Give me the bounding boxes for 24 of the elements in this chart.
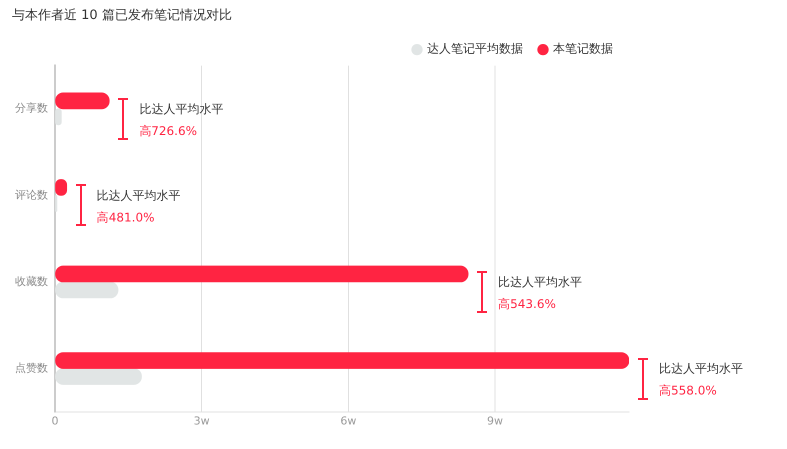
annotation: 比达人平均水平 [139,102,224,116]
bar [55,352,629,369]
bar [55,92,110,110]
chart-title: 与本作者近 10 篇已发布笔记情况对比 [12,8,232,24]
y-tick-label: 点赞数 [15,361,48,374]
bar [55,282,118,298]
bar [55,368,142,385]
y-tick-label: 收藏数 [15,274,48,288]
legend-label: 达人笔记平均数据 [427,42,523,56]
x-tick-label: 0 [52,414,58,428]
legend-label: 本笔记数据 [553,42,613,56]
annotation: 比达人平均水平 [96,188,181,203]
annotation: 比达人平均水平 [498,275,582,290]
x-tick-label: 9w [487,414,504,428]
y-tick-label: 分享数 [15,102,48,115]
y-tick-label: 评论数 [15,188,48,202]
annotation: 高481.0% [96,210,154,225]
annotation: 高558.0% [659,384,717,398]
annotation: 高726.6% [139,124,198,138]
bar [55,266,468,282]
annotation: 高543.6% [498,297,556,312]
x-tick-label: 3w [194,414,210,428]
annotation: 比达人平均水平 [659,362,743,376]
x-tick-label: 6w [340,414,356,428]
